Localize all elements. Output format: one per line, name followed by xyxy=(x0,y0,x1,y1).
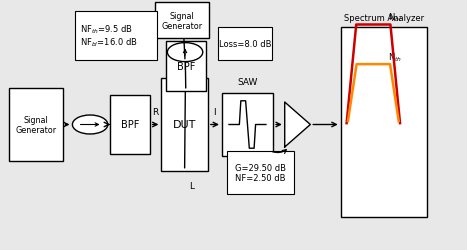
Text: N$_{th}$: N$_{th}$ xyxy=(388,51,402,64)
Text: N$_{bl}$: N$_{bl}$ xyxy=(388,12,402,24)
Text: Signal
Generator: Signal Generator xyxy=(15,115,57,135)
FancyBboxPatch shape xyxy=(218,28,272,60)
FancyBboxPatch shape xyxy=(222,94,273,156)
Text: NF=2.50 dB: NF=2.50 dB xyxy=(235,173,285,182)
Circle shape xyxy=(72,116,108,134)
FancyBboxPatch shape xyxy=(166,42,205,92)
Circle shape xyxy=(167,44,203,62)
Text: SAW: SAW xyxy=(237,78,258,86)
Text: DUT: DUT xyxy=(173,120,196,130)
Text: I: I xyxy=(213,107,216,116)
Text: NF$_{th}$=9.5 dB: NF$_{th}$=9.5 dB xyxy=(80,24,133,36)
Text: G=29.50 dB: G=29.50 dB xyxy=(235,164,286,172)
FancyBboxPatch shape xyxy=(340,28,427,217)
FancyBboxPatch shape xyxy=(226,151,294,194)
FancyBboxPatch shape xyxy=(155,3,209,39)
Polygon shape xyxy=(285,102,311,148)
Text: R: R xyxy=(152,107,159,116)
Text: NF$_{bl}$=16.0 dB: NF$_{bl}$=16.0 dB xyxy=(80,36,137,48)
Text: Spectrum Analyzer: Spectrum Analyzer xyxy=(344,14,424,23)
Text: L: L xyxy=(189,181,194,190)
FancyBboxPatch shape xyxy=(110,95,150,155)
FancyBboxPatch shape xyxy=(9,89,63,161)
FancyBboxPatch shape xyxy=(161,79,208,171)
Text: Signal
Generator: Signal Generator xyxy=(162,12,203,31)
Text: BPF: BPF xyxy=(120,120,139,130)
Text: BPF: BPF xyxy=(177,62,195,72)
Text: Loss=8.0 dB: Loss=8.0 dB xyxy=(219,40,271,49)
FancyBboxPatch shape xyxy=(75,12,156,60)
